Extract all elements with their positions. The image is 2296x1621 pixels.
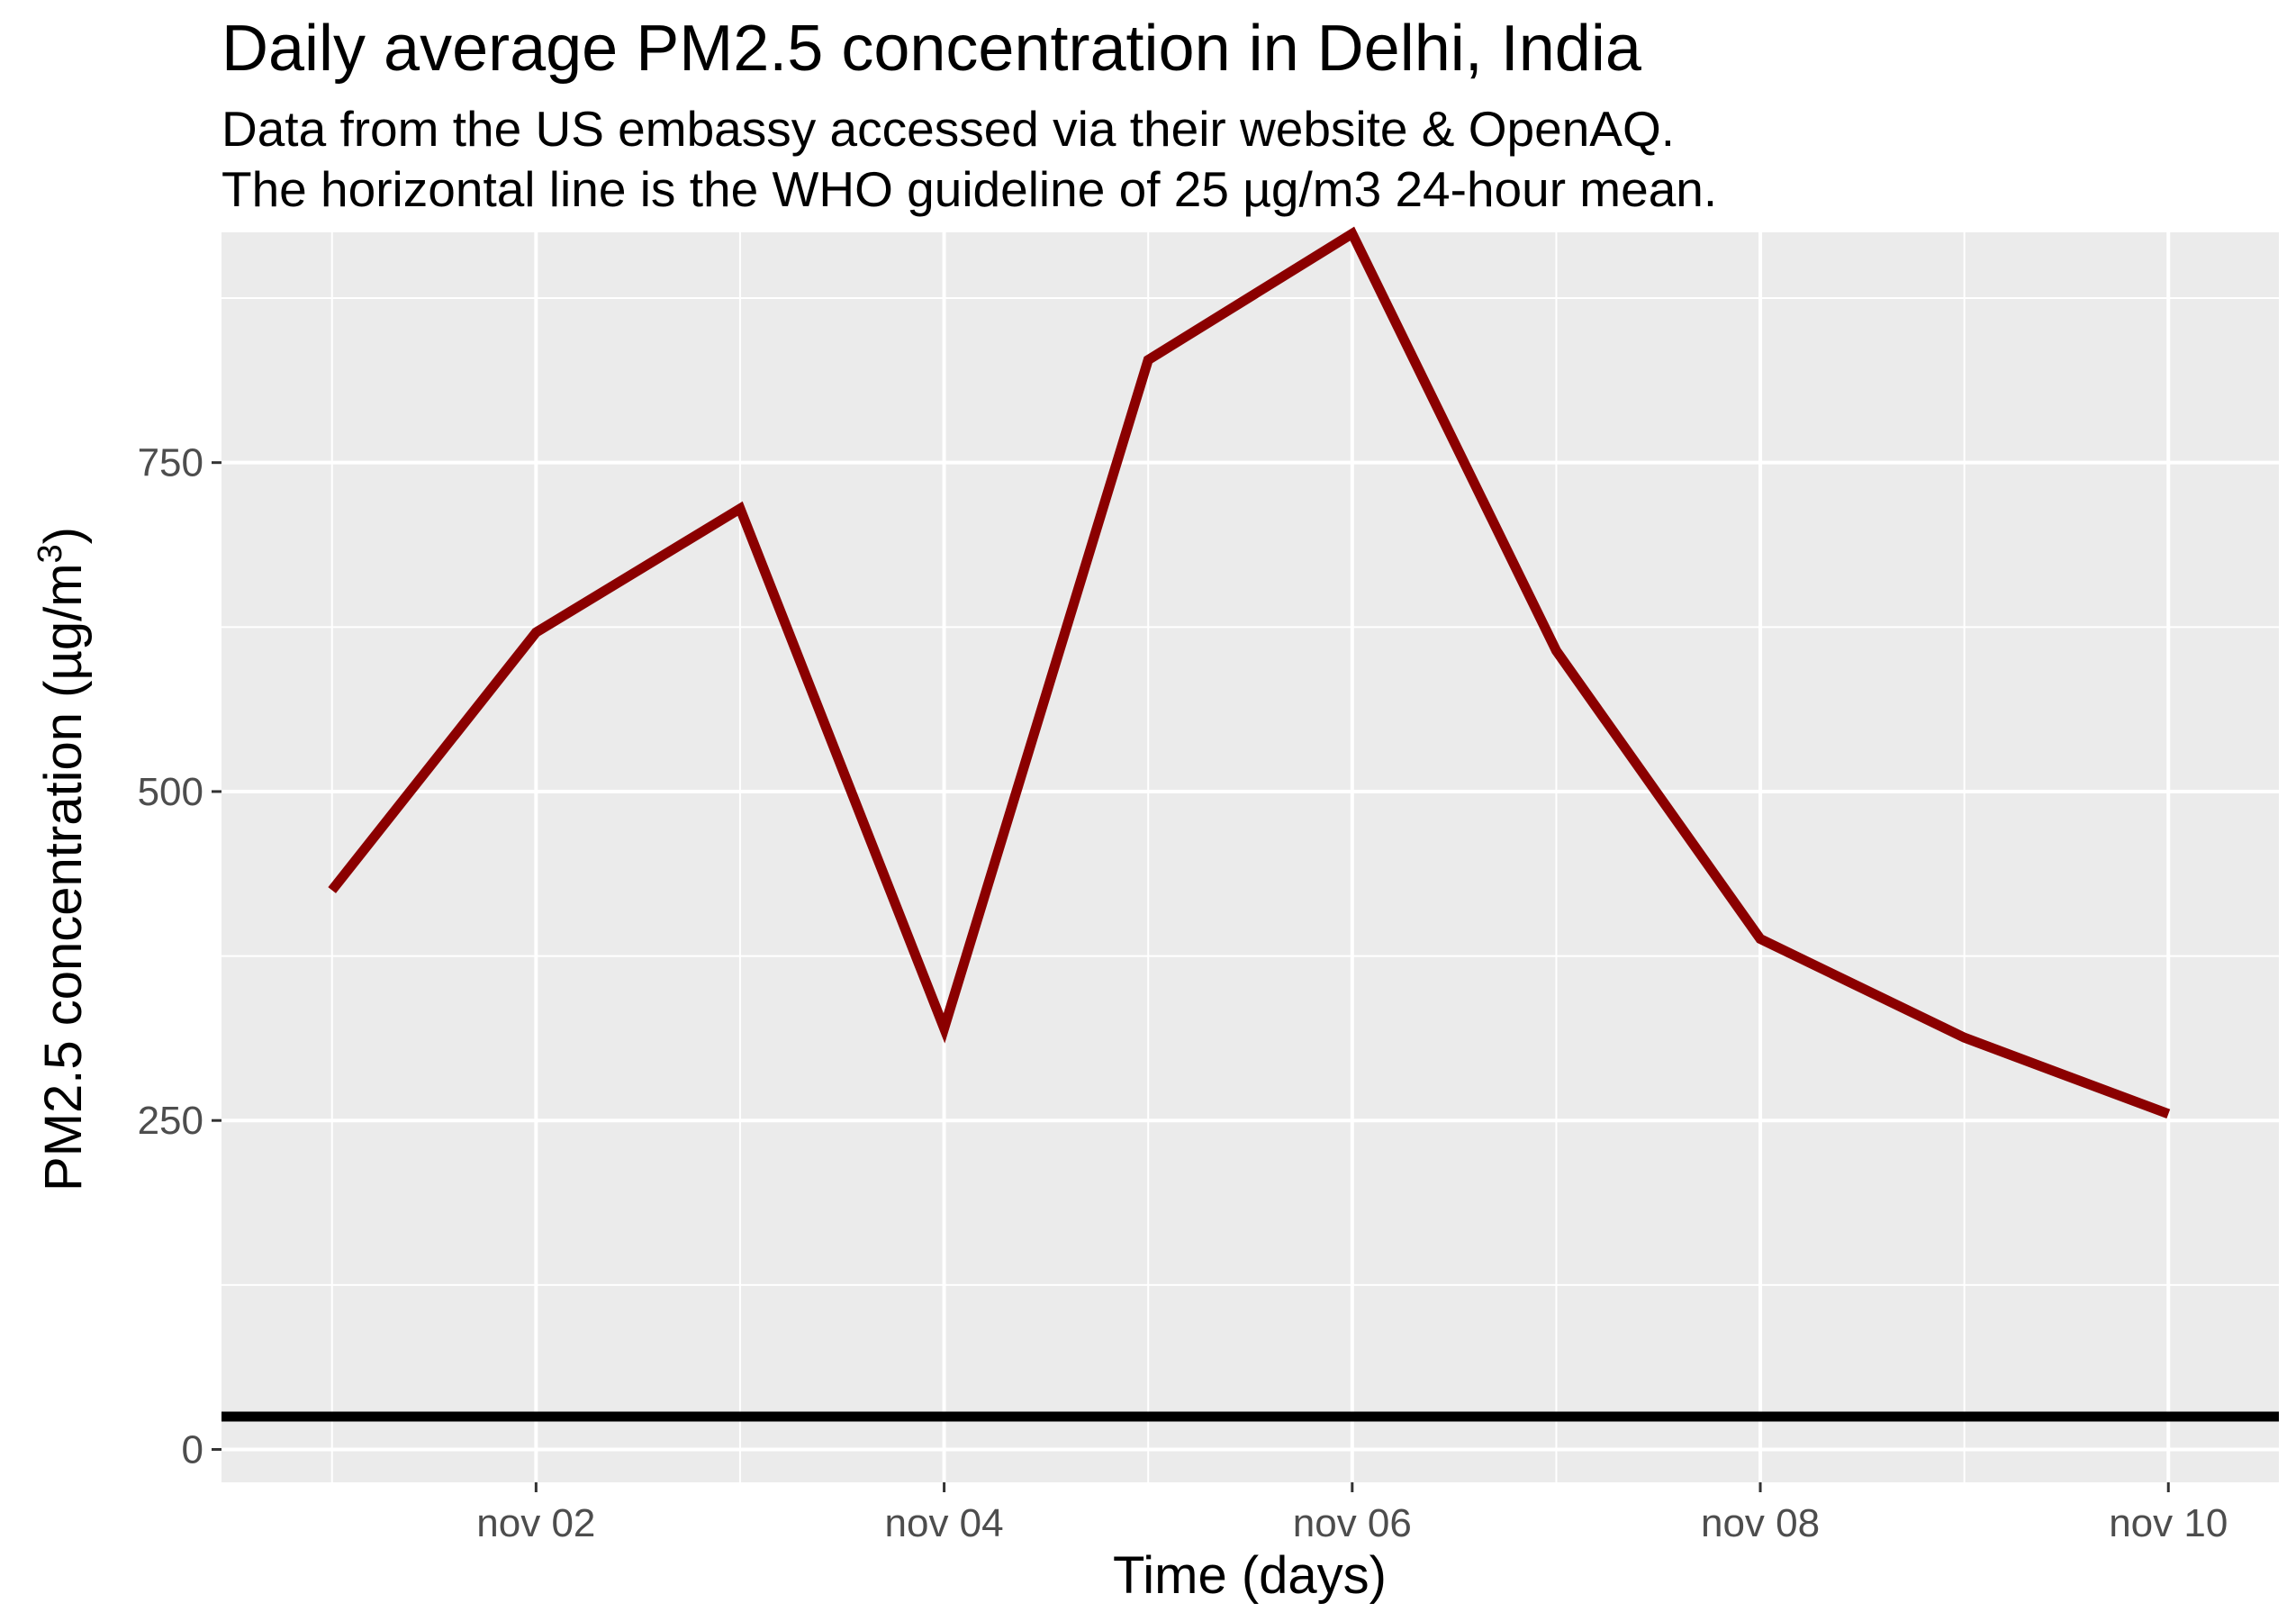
chart-title: Daily average PM2.5 concentration in Del… (221, 13, 1642, 85)
chart-subtitle-line-1: Data from the US embassy accessed via th… (221, 101, 1675, 157)
x-tick-label: nov 04 (885, 1501, 1004, 1545)
series-layer (328, 226, 2171, 1119)
y-tick-label: 0 (182, 1427, 203, 1472)
y-tick-label: 750 (138, 441, 203, 485)
minor-gridlines (221, 232, 2279, 1482)
major-gridlines (221, 232, 2279, 1482)
plot-panel (221, 232, 2279, 1482)
series-line (328, 226, 2171, 1119)
x-tick-label: nov 06 (1293, 1501, 1412, 1545)
y-axis-title-superscript: 3 (32, 544, 69, 563)
y-tick-label: 250 (138, 1099, 203, 1143)
x-axis: nov 02 nov 04 nov 06 nov 08 nov 10 (476, 1482, 2228, 1545)
y-axis: 0 250 500 750 (138, 441, 221, 1472)
x-axis-title: Time (days) (1113, 1546, 1387, 1605)
x-tick-label: nov 10 (2109, 1501, 2228, 1545)
x-tick-label: nov 02 (476, 1501, 595, 1545)
y-axis-title-text: PM2.5 concentration (µg/m (34, 563, 93, 1191)
y-axis-title: PM2.5 concentration (µg/m3) (32, 527, 93, 1191)
x-tick-label: nov 08 (1701, 1501, 1820, 1545)
y-tick-label: 500 (138, 770, 203, 814)
y-axis-title-close: ) (34, 527, 93, 544)
chart-subtitle-line-2: The horizontal line is the WHO guideline… (221, 161, 1717, 217)
